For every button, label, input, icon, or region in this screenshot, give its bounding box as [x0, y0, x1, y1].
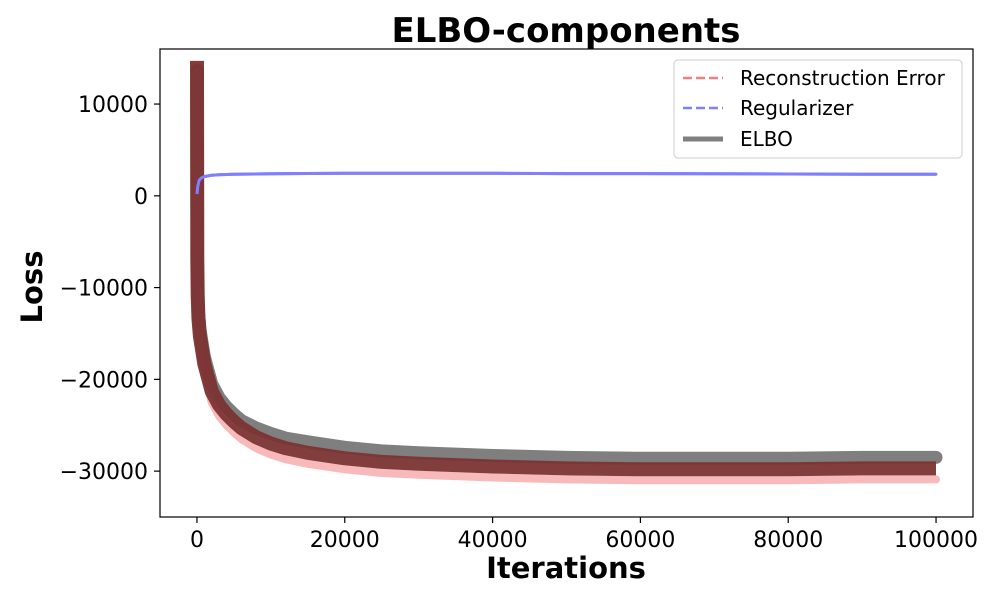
legend: Reconstruction Error Regularizer ELBO — [673, 59, 963, 159]
x-axis-label: Iterations — [486, 551, 646, 585]
x-tick-label: 20000 — [310, 528, 380, 553]
x-tick-label: 80000 — [753, 528, 823, 553]
x-tick-label: 100000 — [894, 528, 978, 553]
legend-label-reconstruction: Reconstruction Error — [740, 66, 946, 90]
chart-title: ELBO-components — [391, 11, 740, 51]
y-tick-label: 0 — [134, 185, 148, 210]
series-line-regularizer-top — [195, 171, 936, 195]
legend-label-elbo: ELBO — [740, 127, 793, 151]
series-band-reconstruction-error — [190, 60, 936, 477]
x-axis: 0 20000 40000 60000 80000 100000 — [190, 517, 978, 553]
legend-box — [673, 59, 963, 159]
series-layer — [190, 60, 943, 485]
y-axis-label: Loss — [15, 251, 49, 324]
x-tick-label: 60000 — [605, 528, 675, 553]
plot-frame — [159, 48, 974, 518]
y-axis: 10000 0 −10000 −20000 −30000 — [60, 93, 160, 485]
y-tick-label: −20000 — [60, 368, 148, 393]
x-tick-label: 40000 — [458, 528, 528, 553]
series-line-regularizer — [195, 171, 938, 196]
legend-label-regularizer: Regularizer — [740, 96, 854, 120]
y-tick-label: −10000 — [60, 277, 148, 302]
y-tick-label: 10000 — [78, 93, 148, 118]
x-tick-label: 0 — [190, 528, 204, 553]
y-tick-label: −30000 — [60, 460, 148, 485]
